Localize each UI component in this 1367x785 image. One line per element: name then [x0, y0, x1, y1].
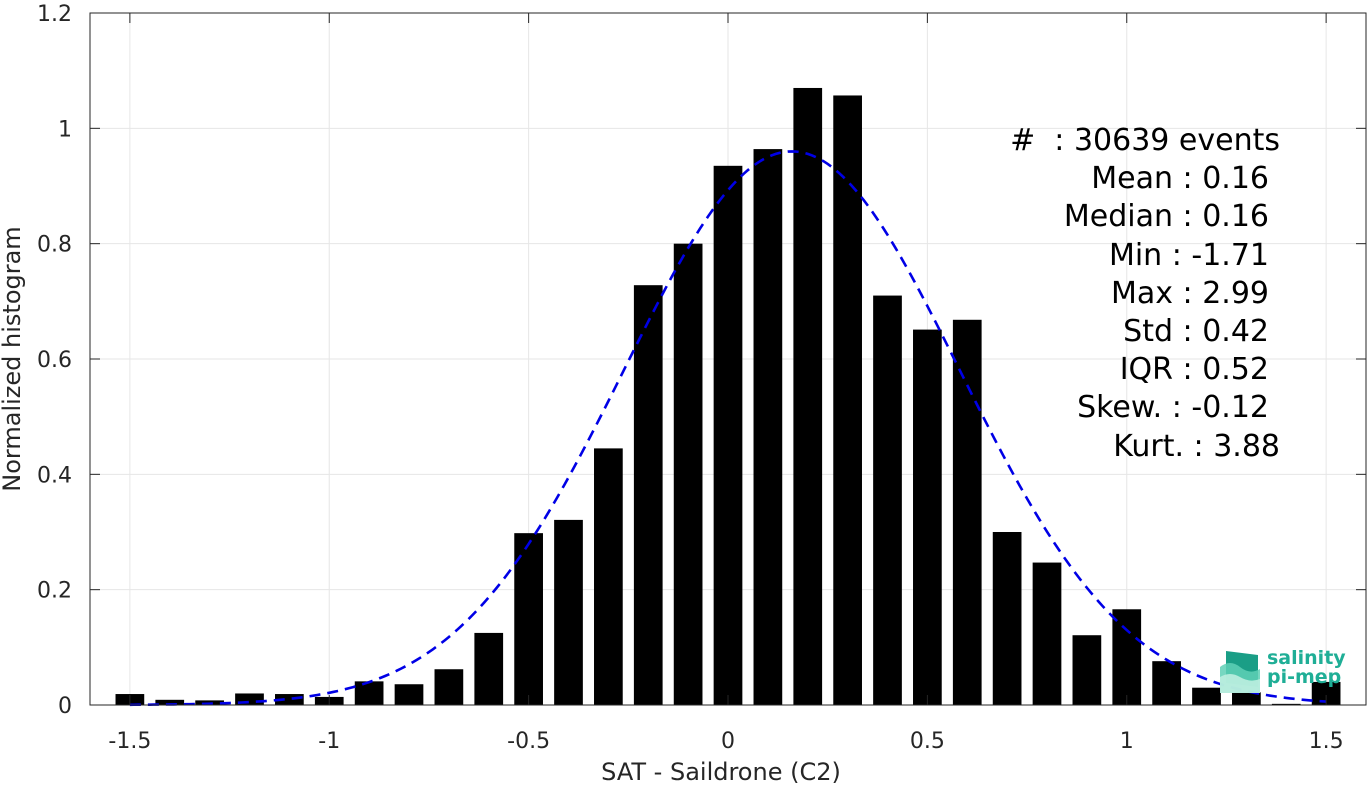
- histogram-bar: [1112, 609, 1142, 705]
- y-tick-label: 0.8: [37, 233, 72, 258]
- histogram-bar: [235, 693, 264, 705]
- logo-text: salinity pi-mep: [1267, 649, 1346, 687]
- histogram-bar: [275, 694, 304, 705]
- y-tick-label: 0.4: [37, 463, 72, 488]
- x-tick-label: 0.5: [910, 729, 945, 754]
- stat-max: Max : 2.99: [1111, 275, 1269, 311]
- histogram-bar: [594, 448, 623, 705]
- histogram-bar: [354, 681, 384, 705]
- histogram-bar: [1072, 635, 1102, 705]
- histogram-bar: [1152, 661, 1181, 705]
- histogram-bar: [1192, 687, 1221, 705]
- x-tick-label: -0.5: [507, 729, 550, 754]
- histogram-bar: [1232, 692, 1261, 705]
- histogram-bar: [1271, 703, 1301, 705]
- stat-median: Median : 0.16: [1063, 199, 1269, 235]
- histogram-bar: [554, 519, 583, 705]
- x-tick-label: -1.5: [108, 729, 151, 754]
- histogram-bar: [673, 243, 703, 705]
- x-tick-label: 1: [1120, 729, 1134, 754]
- histogram-bar: [394, 684, 424, 705]
- gaussian-fit-curve: [129, 150, 1327, 707]
- statistics-panel: # : 30639 events Mean : 0.16 Median : 0.…: [960, 122, 1280, 466]
- axis-ticks: -1.5 -1 -0.5 0 0.5 1 1.5 0 0.2 0.4 0.6 0.8 1 1.2: [37, 2, 1366, 754]
- histogram-bar: [434, 669, 464, 705]
- histogram-bar: [992, 532, 1022, 705]
- stat-kurt: Kurt. : 3.88: [1113, 428, 1280, 464]
- x-tick-label: 1.5: [1309, 729, 1344, 754]
- histogram-bar: [633, 285, 663, 705]
- logo-line-2: pi-mep: [1267, 666, 1342, 688]
- x-tick-label: 0: [721, 729, 735, 754]
- x-axis-title: SAT - Saildrone (C2): [601, 758, 841, 785]
- histogram-bar: [1032, 562, 1062, 705]
- histogram-bar: [873, 295, 902, 705]
- histogram-bar: [1311, 681, 1341, 705]
- logo-waves-icon: [1220, 651, 1260, 693]
- histogram-bars: [115, 87, 1341, 706]
- stat-events: # : 30639 events: [1010, 123, 1280, 158]
- stat-std: Std : 0.42: [1123, 314, 1269, 350]
- histogram-bar: [833, 95, 862, 706]
- logo-line-1: salinity: [1267, 647, 1346, 669]
- histogram-bar: [514, 533, 543, 705]
- histogram-bar: [793, 87, 823, 705]
- y-tick-label: 0: [58, 694, 72, 719]
- stat-mean: Mean : 0.16: [1091, 161, 1269, 197]
- histogram-bar: [155, 699, 185, 705]
- histogram-bar: [952, 319, 982, 705]
- stat-iqr: IQR : 0.52: [1119, 352, 1269, 388]
- stat-skew: Skew. : -0.12: [1077, 390, 1269, 426]
- y-tick-label: 0.6: [37, 348, 72, 373]
- y-tick-label: 1.2: [37, 2, 72, 27]
- y-tick-label: 1: [58, 117, 72, 142]
- salinity-pi-mep-logo: salinity pi-mep: [1220, 645, 1350, 695]
- histogram-bar: [913, 329, 942, 705]
- histogram-bar: [753, 149, 783, 706]
- histogram-bar: [713, 165, 743, 706]
- y-tick-label: 0.2: [37, 579, 72, 604]
- y-axis-title: Normalized histogram: [0, 226, 26, 491]
- histogram-bar: [474, 632, 504, 705]
- stat-min: Min : -1.71: [1108, 237, 1269, 273]
- x-tick-label: -1: [318, 729, 340, 754]
